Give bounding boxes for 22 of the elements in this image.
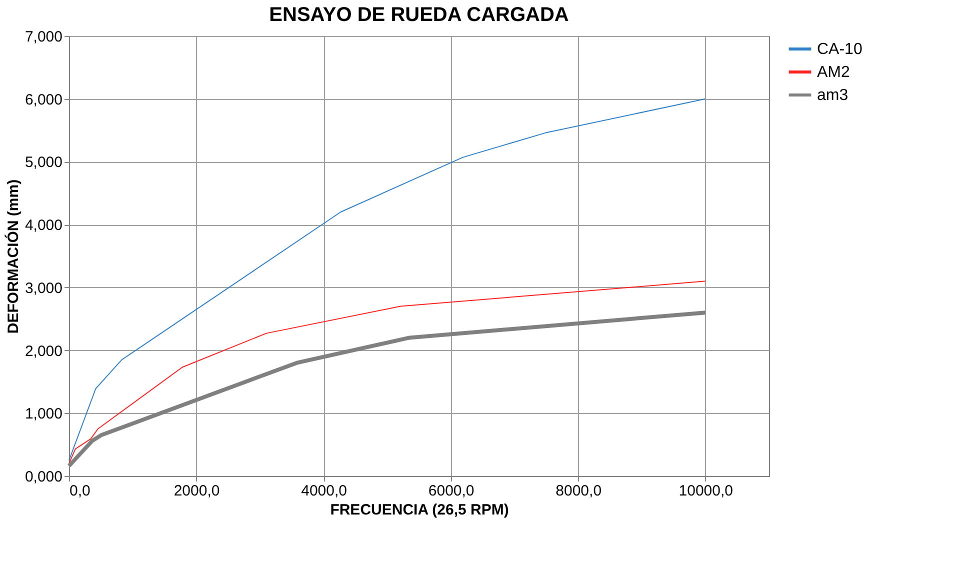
y-tick-label: 1,000 — [24, 406, 62, 423]
y-tick-label: 5,000 — [24, 154, 62, 172]
line-series — [68, 280, 706, 464]
legend-label: CA-10 — [817, 41, 862, 58]
x-tick-label: 0,0 — [70, 482, 90, 500]
line-series — [68, 98, 706, 461]
x-tick-label: 4000,0 — [301, 482, 347, 500]
x-axis-title: FRECUENCIA (26,5 RPM) — [330, 502, 509, 518]
y-tick-label: 7,000 — [24, 28, 62, 46]
y-tick-label: 2,000 — [24, 342, 62, 360]
y-tick-label: 3,000 — [24, 280, 62, 297]
legend-label: AM2 — [817, 64, 850, 81]
chart-title: ENSAYO DE RUEDA CARGADA — [269, 4, 569, 26]
y-axis-title: DEFORMACIÓN (mm) — [4, 179, 22, 334]
x-tick-label: 8000,0 — [556, 482, 602, 500]
legend-label: am3 — [817, 87, 848, 104]
y-tick-label: 6,000 — [24, 91, 62, 108]
y-tick-label: 4,000 — [24, 217, 62, 234]
x-tick-label: 2000,0 — [174, 482, 220, 500]
y-tick-label: 0,000 — [24, 468, 62, 486]
x-tick-label: 6000,0 — [428, 482, 474, 500]
x-tick-label: 10000,0 — [678, 482, 733, 500]
